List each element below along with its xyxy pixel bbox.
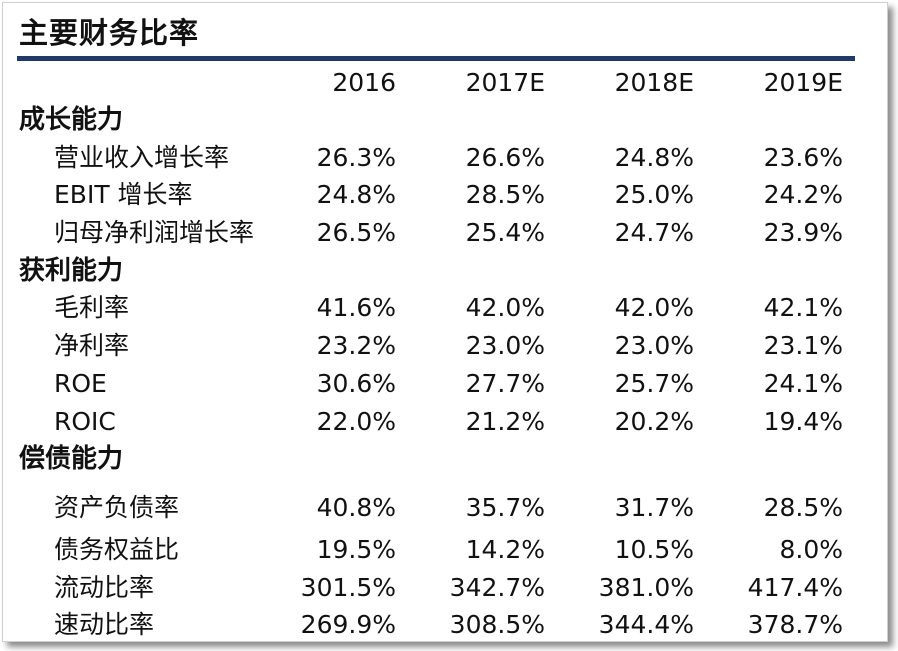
cell-value: 14.2% bbox=[465, 535, 545, 564]
table-row: 债务权益比 19.5% 14.2% 10.5% 8.0% bbox=[3, 531, 863, 569]
row-label: 资产负债率 bbox=[54, 493, 180, 522]
cell-value: 24.8% bbox=[316, 180, 396, 209]
cell-value: 381.0% bbox=[598, 573, 694, 602]
table-row: ROIC 22.0% 21.2% 20.2% 19.4% bbox=[3, 403, 863, 441]
cell-value: 42.0% bbox=[465, 293, 545, 322]
cell-value: 27.7% bbox=[465, 369, 545, 398]
cell-value: 378.7% bbox=[747, 610, 843, 639]
cell-value: 344.4% bbox=[598, 610, 694, 639]
cell-value: 23.1% bbox=[763, 331, 843, 360]
cell-value: 301.5% bbox=[300, 573, 396, 602]
table-row: 速动比率 269.9% 308.5% 344.4% 378.7% bbox=[3, 606, 863, 644]
cell-value: 26.6% bbox=[465, 143, 545, 172]
section-label: 成长能力 bbox=[19, 105, 124, 135]
table-title: 主要财务比率 bbox=[19, 16, 200, 50]
row-label: EBIT 增长率 bbox=[54, 180, 193, 209]
row-label: 速动比率 bbox=[54, 610, 155, 639]
cell-value: 30.6% bbox=[316, 369, 396, 398]
cell-value: 42.1% bbox=[763, 293, 843, 322]
cell-value: 25.7% bbox=[614, 369, 694, 398]
cell-value: 19.4% bbox=[763, 407, 843, 436]
table-row: ROE 30.6% 27.7% 25.7% 24.1% bbox=[3, 365, 863, 403]
cell-value: 21.2% bbox=[465, 407, 545, 436]
row-label: 营业收入增长率 bbox=[54, 143, 230, 172]
cell-value: 26.5% bbox=[316, 218, 396, 247]
table-row: 营业收入增长率 26.3% 26.6% 24.8% 23.6% bbox=[3, 139, 863, 177]
cell-value: 42.0% bbox=[614, 293, 694, 322]
cell-value: 24.1% bbox=[763, 369, 843, 398]
year-header: 2016 bbox=[332, 68, 396, 97]
cell-value: 24.2% bbox=[763, 180, 843, 209]
cell-value: 19.5% bbox=[316, 535, 396, 564]
cell-value: 23.6% bbox=[763, 143, 843, 172]
year-header: 2019E bbox=[763, 68, 843, 97]
table-row: 流动比率 301.5% 342.7% 381.0% 417.4% bbox=[3, 569, 863, 607]
table-row: 毛利率 41.6% 42.0% 42.0% 42.1% bbox=[3, 289, 863, 327]
cell-value: 20.2% bbox=[614, 407, 694, 436]
table-row: 归母净利润增长率 26.5% 25.4% 24.7% 23.9% bbox=[3, 214, 863, 252]
cell-value: 28.5% bbox=[465, 180, 545, 209]
cell-value: 22.0% bbox=[316, 407, 396, 436]
year-header: 2017E bbox=[465, 68, 545, 97]
table-row: 净利率 23.2% 23.0% 23.0% 23.1% bbox=[3, 327, 863, 365]
table-row: EBIT 增长率 24.8% 28.5% 25.0% 24.2% bbox=[3, 176, 863, 214]
section-label: 偿债能力 bbox=[19, 444, 124, 474]
row-label: 净利率 bbox=[54, 331, 130, 360]
cell-value: 24.8% bbox=[614, 143, 694, 172]
cell-value: 8.0% bbox=[779, 535, 843, 564]
cell-value: 308.5% bbox=[449, 610, 545, 639]
cell-value: 35.7% bbox=[465, 493, 545, 522]
row-label: 归母净利润增长率 bbox=[54, 218, 255, 247]
cell-value: 28.5% bbox=[763, 493, 843, 522]
table-row: 资产负债率 40.8% 35.7% 31.7% 28.5% bbox=[3, 489, 863, 527]
cell-value: 23.2% bbox=[316, 331, 396, 360]
section-heading-profitability: 获利能力 bbox=[3, 252, 863, 290]
row-label: 债务权益比 bbox=[54, 535, 180, 564]
cell-value: 342.7% bbox=[449, 573, 545, 602]
row-label: ROE bbox=[54, 369, 107, 398]
row-label: ROIC bbox=[54, 407, 116, 436]
section-heading-growth: 成长能力 bbox=[3, 101, 863, 139]
cell-value: 417.4% bbox=[747, 573, 843, 602]
title-underline bbox=[17, 56, 855, 61]
year-header: 2018E bbox=[614, 68, 694, 97]
cell-value: 26.3% bbox=[316, 143, 396, 172]
cell-value: 24.7% bbox=[614, 218, 694, 247]
row-label: 流动比率 bbox=[54, 573, 155, 602]
section-label: 获利能力 bbox=[19, 256, 124, 286]
ratio-table-panel: 主要财务比率 2016 2017E 2018E 2019E 成长能力 营业收入增… bbox=[2, 2, 888, 642]
cell-value: 31.7% bbox=[614, 493, 694, 522]
cell-value: 40.8% bbox=[316, 493, 396, 522]
row-label: 毛利率 bbox=[54, 293, 130, 322]
cell-value: 269.9% bbox=[300, 610, 396, 639]
cell-value: 41.6% bbox=[316, 293, 396, 322]
cell-value: 10.5% bbox=[614, 535, 694, 564]
section-heading-solvency: 偿债能力 bbox=[3, 440, 863, 478]
cell-value: 25.0% bbox=[614, 180, 694, 209]
header-row: 2016 2017E 2018E 2019E bbox=[3, 64, 863, 102]
cell-value: 23.9% bbox=[763, 218, 843, 247]
cell-value: 23.0% bbox=[614, 331, 694, 360]
cell-value: 25.4% bbox=[465, 218, 545, 247]
cell-value: 23.0% bbox=[465, 331, 545, 360]
